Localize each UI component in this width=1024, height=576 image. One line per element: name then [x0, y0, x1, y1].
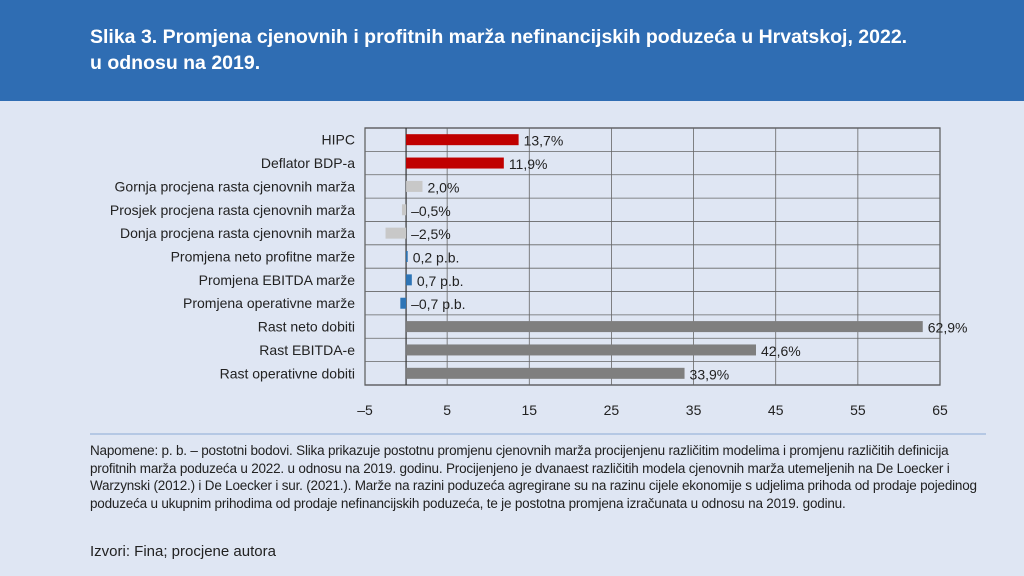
- header-band: [0, 0, 1024, 101]
- category-label: Promjena operativne marže: [183, 295, 355, 311]
- bar: [406, 321, 923, 333]
- category-label: Rast neto dobiti: [258, 319, 355, 335]
- data-label: –0,7 p.b.: [411, 296, 466, 312]
- category-label: Prosjek procjena rasta cjenovnih marža: [110, 202, 355, 218]
- data-label: 33,9%: [690, 366, 730, 382]
- bar: [406, 180, 423, 192]
- divider: [90, 433, 986, 435]
- category-label: Gornja procjena rasta cjenovnih marža: [115, 178, 356, 194]
- data-label: –2,5%: [411, 226, 451, 242]
- data-label: 42,6%: [761, 343, 801, 359]
- bar-chart: –5 5 15 25 35 45 55 65 HIPC 13,7% Deflator BDP-a 11…: [110, 127, 968, 418]
- data-label: 2,0%: [428, 179, 460, 195]
- bar: [401, 204, 407, 216]
- x-tick-label: 15: [521, 402, 537, 418]
- data-label: 62,9%: [928, 320, 968, 336]
- category-label: Promjena EBITDA marže: [199, 272, 356, 288]
- data-label: 0,7 p.b.: [417, 273, 464, 289]
- category-label: Promjena neto profitne marže: [171, 249, 356, 265]
- x-tick-label: 25: [604, 402, 620, 418]
- plot-area: [364, 127, 941, 386]
- bar: [385, 227, 407, 239]
- bar: [400, 297, 407, 309]
- bar: [406, 274, 412, 286]
- x-tick-label: 45: [768, 402, 784, 418]
- bar: [406, 344, 756, 356]
- category-label: Donja procjena rasta cjenovnih marža: [120, 225, 355, 241]
- data-label: –0,5%: [411, 203, 451, 219]
- category-label: Rast operativne dobiti: [220, 365, 355, 381]
- x-tick-label: –5: [357, 402, 373, 418]
- bar: [406, 251, 408, 262]
- x-tick-label: 5: [443, 402, 451, 418]
- category-label: Deflator BDP-a: [261, 155, 355, 171]
- x-tick-label: 65: [932, 402, 948, 418]
- category-label: HIPC: [322, 132, 355, 148]
- bar: [406, 134, 519, 146]
- chart-title: Slika 3. Promjena cjenovnih i profitnih …: [90, 26, 908, 74]
- chart-sources: Izvori: Fina; procjene autora: [90, 543, 276, 560]
- data-label: 0,2 p.b.: [413, 250, 460, 266]
- bar: [406, 157, 504, 169]
- x-tick-label: 35: [686, 402, 702, 418]
- bar: [406, 367, 685, 379]
- data-label: 13,7%: [524, 133, 564, 149]
- category-label: Rast EBITDA-e: [259, 342, 355, 358]
- chart-notes: Napomene: p. b. – postotni bodovi. Slika…: [90, 443, 977, 511]
- data-label: 11,9%: [509, 156, 548, 172]
- x-tick-label: 55: [850, 402, 866, 418]
